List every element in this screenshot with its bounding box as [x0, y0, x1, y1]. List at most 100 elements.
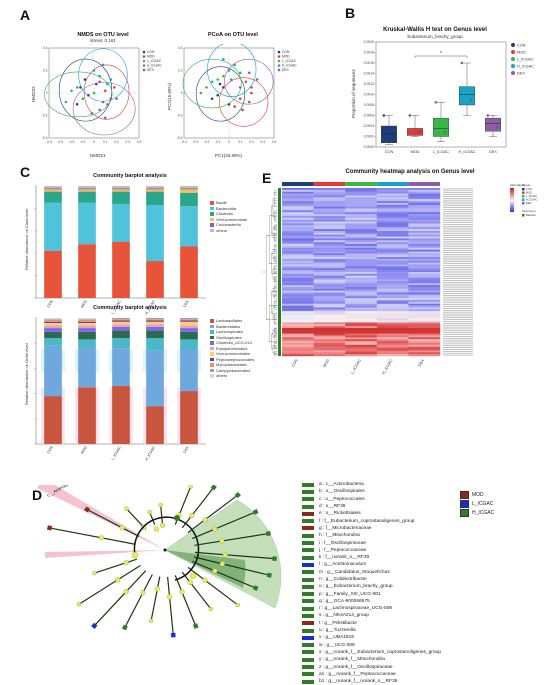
taxon-node — [187, 579, 193, 585]
group-legend-label: DEX — [526, 201, 532, 205]
panel-a: A NMDS on OTU level stress: 0.161 NMDS1 … — [0, 0, 300, 160]
row-label-mark — [443, 280, 473, 281]
sample-point — [460, 61, 464, 65]
dendrogram-branch — [262, 235, 277, 320]
dendrogram-branch — [274, 255, 277, 259]
heatmap-cell — [345, 216, 377, 219]
row-label-mark — [443, 330, 473, 332]
dendrogram-branch — [271, 249, 277, 260]
heatmap-cell — [282, 227, 314, 230]
taxon-marker — [121, 624, 128, 631]
heatmap-cell — [282, 309, 314, 312]
colorbar-step — [510, 192, 514, 195]
dendrogram-branch — [272, 266, 277, 273]
bar-segment-Verrucomicrobiae — [146, 189, 164, 192]
confidence-ellipse — [58, 58, 113, 122]
heatmap-cell — [408, 314, 441, 317]
heatmap-cell — [376, 225, 409, 228]
taxon-node — [212, 568, 218, 574]
heatmap-cell — [282, 201, 314, 204]
colorbar-step — [510, 191, 514, 193]
legend-swatch — [210, 206, 214, 210]
barplot1-title: Community barplot analysis — [93, 173, 167, 179]
colorbar-step — [510, 194, 514, 196]
barplot2-chart: CON MOD L_ICGAC H_ICGAC DEX — [34, 317, 206, 461]
column-label: MOD — [322, 358, 330, 368]
heatmap-cell — [345, 189, 377, 192]
heatmap-cell — [345, 208, 377, 211]
heatmap-cell — [313, 210, 346, 213]
data-point — [64, 100, 68, 104]
heatmap-cell — [408, 191, 441, 194]
bar-segment-Clostridia_UCG-014 — [78, 328, 96, 332]
heatmap-cell — [408, 341, 441, 344]
heatmap-cell — [376, 217, 409, 220]
heatmap-cell — [376, 210, 409, 213]
panel-label-d: D — [32, 487, 43, 503]
lefse-taxon-label: v : g__UBA1819 — [319, 635, 354, 641]
group-legend-swatch — [522, 198, 525, 201]
bar-segment-Clostridia — [112, 191, 130, 204]
data-point — [222, 74, 225, 78]
cladogram-branch — [149, 511, 156, 525]
taxon-marker — [234, 491, 241, 499]
legend-marker — [277, 64, 281, 67]
legend-item: Bacilli — [210, 200, 247, 206]
x-tick-label: 0.3 — [126, 140, 131, 144]
group-legend-swatch — [522, 188, 525, 191]
legend-swatch — [210, 212, 214, 216]
legend-label: DEX — [517, 71, 525, 75]
lefse-taxon-color-bar — [302, 541, 314, 546]
row-label-mark — [443, 278, 473, 279]
heatmap-cell — [345, 279, 377, 282]
y-tick-label: -0.4 — [177, 136, 183, 140]
group-legend-swatch — [522, 202, 525, 205]
heatmap-cell — [313, 333, 346, 336]
heatmap-cell — [408, 298, 441, 301]
taxon-node — [222, 552, 228, 558]
data-point — [83, 78, 87, 81]
lefse-taxon-color-bar — [302, 621, 314, 626]
x-tick-label: -0.2 — [69, 140, 75, 144]
row-label-mark — [443, 259, 473, 261]
heatmap-cell — [376, 234, 409, 237]
heatmap-cell — [408, 223, 441, 226]
heatmap-cell — [282, 286, 314, 289]
dendrogram-branch — [274, 293, 277, 297]
row-label-mark — [443, 352, 473, 354]
dendrogram-branch — [269, 253, 277, 274]
y-tick-label: 0 — [181, 91, 183, 95]
heatmap-cell — [376, 279, 409, 282]
heatmap-cell — [313, 309, 346, 312]
bar-segment-Bacilli — [180, 246, 198, 298]
heatmap-cell — [376, 281, 409, 284]
significance-label: * — [440, 51, 442, 57]
legend-swatch — [210, 228, 214, 232]
heatmap-cell — [282, 313, 314, 316]
heatmap-cell — [376, 204, 409, 207]
heatmap-legend-title: Abundance — [510, 183, 526, 187]
heatmap-cell — [376, 208, 409, 211]
lefse-taxon-label: x : g__norank_f__Eubacterium_coprostanol… — [319, 649, 441, 655]
row-label-mark — [443, 192, 473, 194]
heatmap-cell — [408, 346, 441, 349]
column-label: H_ICGAC — [382, 358, 394, 375]
cladogram-branch — [78, 564, 141, 605]
heatmap-cell — [345, 199, 377, 202]
colorbar-step — [510, 198, 514, 201]
lefse-taxon-label: l : g__Acetitomaculum — [319, 562, 367, 568]
heatmap-cell — [313, 234, 346, 237]
heatmap-cell — [313, 294, 346, 297]
heatmap-cell — [345, 324, 377, 327]
data-point — [106, 102, 109, 106]
bar-segment-Coriobacteriia — [78, 188, 96, 190]
heatmap-cell — [376, 272, 409, 275]
cladogram-branch — [194, 551, 275, 560]
heatmap-cell — [345, 275, 377, 278]
cladogram-branch — [191, 511, 256, 540]
bar-segment-Bacteroidia — [112, 203, 130, 242]
cladogram-branch — [194, 532, 269, 546]
dendrogram-branch — [269, 205, 277, 234]
box-H_ICGAC — [458, 86, 475, 106]
barplot2-title: Community barplot analysis — [93, 305, 167, 311]
